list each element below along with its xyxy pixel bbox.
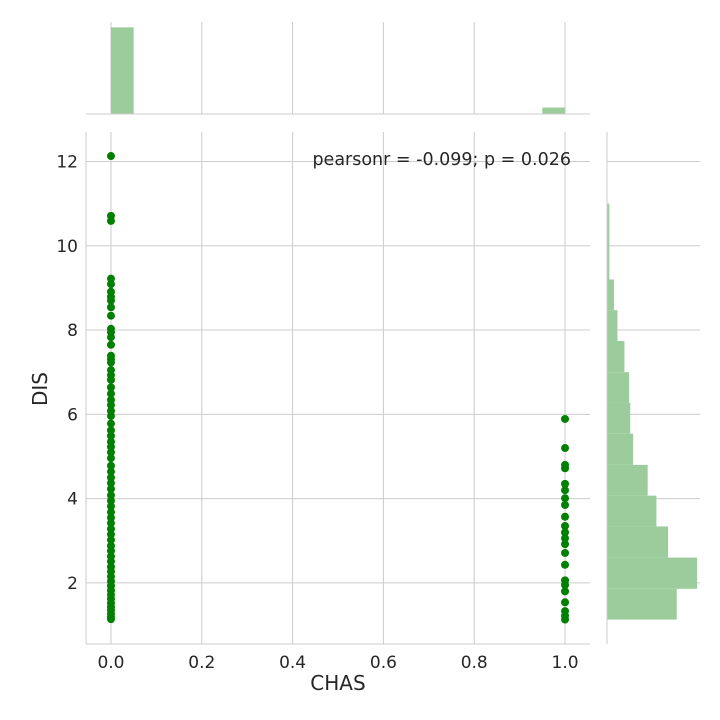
scatter-point — [561, 479, 570, 488]
scatter-point — [561, 528, 570, 537]
scatter-points — [106, 152, 570, 624]
scatter-point — [106, 383, 115, 392]
scatter-point — [106, 502, 115, 511]
y-tick-label: 2 — [67, 574, 78, 594]
right-hist-bar — [607, 279, 614, 311]
scatter-point — [561, 548, 570, 557]
top-hist-bar — [110, 27, 134, 115]
right-hist-bar — [607, 464, 648, 496]
right-hist-bar — [607, 433, 634, 465]
scatter-point — [106, 467, 115, 476]
scatter-point — [561, 522, 570, 531]
scatter-point — [561, 444, 570, 453]
scatter-point — [106, 530, 115, 539]
x-axis-label: CHAS — [310, 671, 365, 695]
x-tick-label: 0.0 — [97, 653, 124, 673]
joint-spines — [85, 132, 590, 645]
scatter-point — [106, 535, 115, 544]
top-marginal-histogram — [110, 27, 566, 115]
scatter-point — [106, 519, 115, 528]
pearson-annotation: pearsonr = -0.099; p = 0.026 — [312, 150, 571, 170]
scatter-point — [561, 598, 570, 607]
scatter-point — [106, 479, 115, 488]
x-tick-labels: 0.0 0.2 0.4 0.6 0.8 1.0 — [97, 653, 578, 673]
scatter-point — [106, 280, 115, 289]
scatter-point — [106, 296, 115, 305]
y-axis-label: DIS — [28, 372, 52, 406]
scatter-point — [106, 496, 115, 505]
right-marginal-histogram — [607, 203, 698, 620]
scatter-point — [561, 560, 570, 569]
y-tick-label: 10 — [56, 237, 78, 257]
scatter-point — [561, 464, 570, 473]
scatter-point — [106, 524, 115, 533]
x-tick-label: 0.8 — [461, 653, 488, 673]
scatter-point — [106, 152, 115, 161]
scatter-point — [106, 454, 115, 463]
x-tick-label: 0.6 — [370, 653, 397, 673]
y-tick-label: 12 — [56, 152, 78, 172]
scatter-point — [561, 581, 570, 590]
right-hist-bar — [607, 203, 610, 280]
scatter-point — [106, 375, 115, 384]
right-hist-bar — [607, 588, 677, 620]
right-hist-bar — [607, 526, 669, 558]
scatter-point — [106, 303, 115, 312]
scatter-point — [106, 419, 115, 428]
scatter-point — [106, 615, 115, 624]
scatter-point — [106, 358, 115, 367]
scatter-point — [106, 546, 115, 555]
joint-gridlines — [86, 132, 590, 644]
scatter-point — [106, 473, 115, 482]
scatter-point — [561, 587, 570, 596]
scatter-point — [106, 557, 115, 566]
scatter-point — [106, 491, 115, 500]
right-hist-bar — [607, 310, 618, 342]
scatter-point — [106, 401, 115, 410]
scatter-point — [106, 389, 115, 398]
y-tick-label: 6 — [67, 405, 78, 425]
scatter-point — [561, 615, 570, 624]
scatter-point — [106, 333, 115, 342]
scatter-point — [106, 216, 115, 225]
scatter-point — [106, 484, 115, 493]
right-hist-bar — [607, 402, 631, 434]
x-tick-label: 0.2 — [188, 653, 215, 673]
scatter-point — [106, 448, 115, 457]
scatter-point — [561, 512, 570, 521]
scatter-point — [106, 431, 115, 440]
scatter-point — [106, 461, 115, 470]
x-tick-label: 1.0 — [552, 653, 579, 673]
right-hist-bar — [607, 557, 698, 589]
right-hist-bar — [607, 495, 657, 527]
y-tick-labels: 2 4 6 8 10 12 — [56, 152, 78, 593]
right-hist-bar — [607, 372, 630, 403]
scatter-point — [561, 534, 570, 543]
scatter-point — [561, 494, 570, 503]
top-marginal-gridlines — [110, 22, 566, 114]
scatter-point — [106, 442, 115, 451]
right-hist-bar — [607, 341, 625, 373]
scatter-point — [561, 486, 570, 495]
scatter-point — [106, 340, 115, 349]
scatter-point — [106, 311, 115, 320]
scatter-point — [106, 412, 115, 421]
scatter-point — [561, 414, 570, 423]
x-tick-label: 0.4 — [279, 653, 306, 673]
scatter-point — [106, 513, 115, 522]
scatter-point — [561, 540, 570, 549]
scatter-point — [106, 426, 115, 435]
scatter-point — [561, 500, 570, 509]
top-hist-bar — [542, 107, 566, 114]
scatter-point — [106, 274, 115, 283]
scatter-point — [106, 508, 115, 517]
y-tick-label: 8 — [67, 321, 78, 341]
y-tick-label: 4 — [67, 490, 78, 510]
